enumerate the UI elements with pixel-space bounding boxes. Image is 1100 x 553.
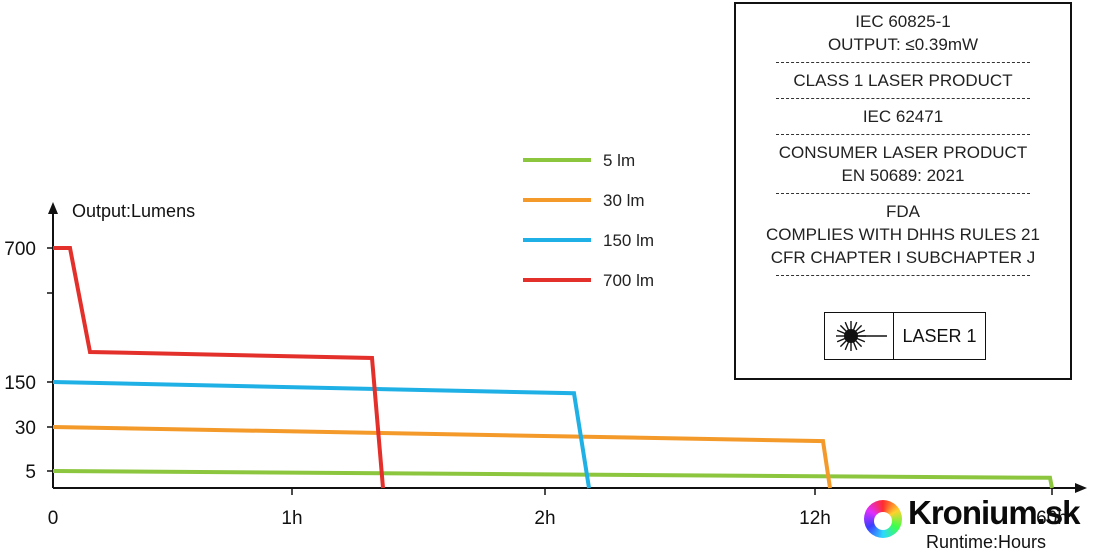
kronium-logo-icon <box>864 500 902 538</box>
x-axis-arrow <box>1075 483 1087 493</box>
x-tick-label: 0 <box>48 508 59 529</box>
y-tick-label: 5 <box>25 462 36 483</box>
info-line: IEC 60825-1 <box>855 12 951 31</box>
info-section: IEC 62471 <box>736 99 1070 134</box>
kronium-watermark: Kronium.sk Runtime:Hours <box>864 494 1096 553</box>
info-divider <box>776 275 1030 276</box>
laser-class-text: LASER 1 <box>902 325 977 346</box>
y-tick-label: 700 <box>4 239 36 260</box>
y-axis-arrow <box>48 202 58 214</box>
chart-legend: 5 lm 30 lm 150 lm 700 lm <box>523 151 654 290</box>
info-line: FDA <box>886 202 920 221</box>
info-line: COMPLIES WITH DHHS RULES 21 <box>766 225 1040 244</box>
x-tick-label: 1h <box>281 508 302 529</box>
legend-label: 150 lm <box>603 231 654 250</box>
info-sections: IEC 60825-1 OUTPUT: ≤0.39mW CLASS 1 LASER … <box>736 4 1070 276</box>
series-line-150-lm <box>52 380 591 489</box>
info-section: CONSUMER LASER PRODUCT EN 50689: 2021 <box>736 135 1070 193</box>
chart-axes: Output:Lumens 0 1h 2h 12h 60h 5 30 150 700 <box>4 201 1087 529</box>
info-divider <box>776 134 1030 135</box>
info-line: EN 50689: 2021 <box>841 166 965 185</box>
info-divider <box>776 193 1030 194</box>
info-section: FDA COMPLIES WITH DHHS RULES 21 CFR CHAPTE… <box>736 194 1070 275</box>
laser-info-box: IEC 60825-1 OUTPUT: ≤0.39mW CLASS 1 LASER … <box>734 2 1072 380</box>
info-line: IEC 62471 <box>862 107 944 126</box>
info-divider <box>776 62 1030 63</box>
x-tick-label: 12h <box>799 508 831 529</box>
info-divider <box>776 98 1030 99</box>
info-section: IEC 60825-1 OUTPUT: ≤0.39mW <box>736 4 1070 62</box>
series-line-30-lm <box>52 425 832 489</box>
chart-series <box>52 246 1054 489</box>
info-line: CLASS 1 LASER PRODUCT <box>793 71 1013 90</box>
series-line-5-lm <box>52 469 1054 489</box>
y-axis-title: Output:Lumens <box>72 201 195 221</box>
x-tick-label: 2h <box>534 508 555 529</box>
info-line: OUTPUT: ≤0.39mW <box>827 35 979 54</box>
info-section: CLASS 1 LASER PRODUCT <box>736 63 1070 98</box>
x-axis-title: Runtime:Hours <box>924 532 1049 553</box>
info-line: CONSUMER LASER PRODUCT <box>778 143 1028 162</box>
laser-class-label: LASER 1 <box>824 312 986 360</box>
y-tick-label: 150 <box>4 373 36 394</box>
legend-label: 30 lm <box>603 191 645 210</box>
series-line-700-lm <box>53 246 385 489</box>
laser-starburst-icon <box>825 313 894 359</box>
legend-label: 700 lm <box>603 271 654 290</box>
info-line: CFR CHAPTER I SUBCHAPTER J <box>770 248 1036 267</box>
watermark-brand: Kronium.sk <box>908 494 1081 531</box>
x-tick-label: 60h <box>1036 508 1068 529</box>
legend-label: 5 lm <box>603 151 635 170</box>
y-tick-label: 30 <box>15 418 36 439</box>
